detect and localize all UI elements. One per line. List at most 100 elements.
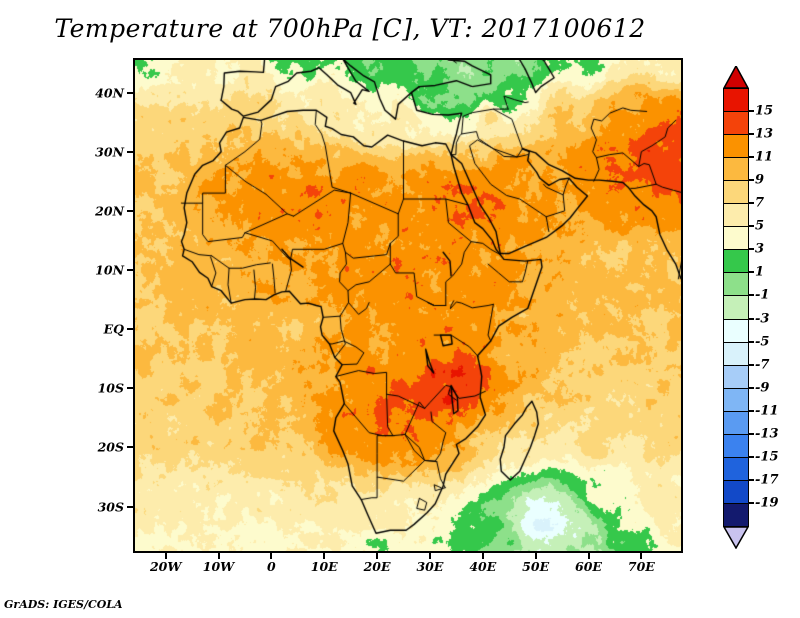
colorbar-label-13: 13 xyxy=(755,126,774,142)
colorbar-tick xyxy=(749,179,754,182)
colorbar-tick xyxy=(749,501,754,504)
latitude-label-20S: 20S xyxy=(97,439,124,455)
colorbar-label-5: 5 xyxy=(755,218,765,234)
latitude-axis: 40N 30N 20N 10N EQ 10S 20S 30S xyxy=(60,0,124,618)
longitude-tick xyxy=(587,553,590,559)
longitude-label-10E: 10E xyxy=(310,559,338,574)
colorbar-swatch xyxy=(723,479,749,504)
longitude-label-20E: 20E xyxy=(363,559,391,574)
longitude-tick xyxy=(217,553,220,559)
latitude-tick xyxy=(127,150,133,153)
colorbar-swatch xyxy=(723,456,749,481)
colorbar-tick xyxy=(749,455,754,458)
colorbar-swatch xyxy=(723,341,749,366)
colorbar: -19 -17 -15 -13 -11 -9 -7 -5 -3 -1 1 3 5 7 9 11 13 15 xyxy=(722,64,779,550)
latitude-tick xyxy=(127,209,133,212)
colorbar-label-neg5: -5 xyxy=(755,334,770,350)
colorbar-swatch xyxy=(723,111,749,136)
colorbar-swatch xyxy=(723,180,749,205)
latitude-label-30N: 30N xyxy=(95,144,124,160)
colorbar-tick xyxy=(749,225,754,228)
longitude-label-30E: 30E xyxy=(416,559,444,574)
colorbar-label-9: 9 xyxy=(755,172,765,188)
colorbar-tick xyxy=(749,478,754,481)
colorbar-tick xyxy=(749,133,754,136)
latitude-tick xyxy=(127,91,133,94)
colorbar-label-15: 15 xyxy=(755,103,774,119)
colorbar-tick xyxy=(749,271,754,274)
colorbar-label-neg17: -17 xyxy=(755,472,779,488)
colorbar-tick xyxy=(749,248,754,251)
colorbar-swatch xyxy=(723,226,749,251)
longitude-tick xyxy=(640,553,643,559)
colorbar-swatch xyxy=(723,364,749,389)
colorbar-tick xyxy=(749,202,754,205)
colorbar-label-neg19: -19 xyxy=(755,495,779,511)
colorbar-label-neg3: -3 xyxy=(755,311,770,327)
longitude-label-70E: 70E xyxy=(627,559,655,574)
colorbar-tick xyxy=(749,340,754,343)
longitude-label-10W: 10W xyxy=(202,559,235,574)
colorbar-swatch xyxy=(723,433,749,458)
latitude-label-40N: 40N xyxy=(95,85,124,101)
colorbar-swatch xyxy=(723,272,749,297)
colorbar-label-neg9: -9 xyxy=(755,380,770,396)
longitude-tick xyxy=(164,553,167,559)
latitude-label-30S: 30S xyxy=(97,499,124,515)
latitude-tick xyxy=(127,446,133,449)
longitude-label-0: 0 xyxy=(267,559,276,574)
latitude-label-10S: 10S xyxy=(97,380,124,396)
page-title: Temperature at 700hPa [C], VT: 201710061… xyxy=(54,14,646,43)
latitude-tick xyxy=(127,505,133,508)
colorbar-label-11: 11 xyxy=(755,149,774,165)
colorbar-swatch xyxy=(723,387,749,412)
longitude-tick xyxy=(534,553,537,559)
colorbar-tick xyxy=(749,409,754,412)
longitude-label-60E: 60E xyxy=(575,559,602,574)
temperature-field-canvas xyxy=(135,60,681,551)
colorbar-swatch xyxy=(723,88,749,113)
longitude-tick xyxy=(428,553,431,559)
longitude-tick xyxy=(323,553,326,559)
colorbar-label-neg15: -15 xyxy=(755,449,779,465)
longitude-label-50E: 50E xyxy=(522,559,550,574)
colorbar-tick xyxy=(749,386,754,389)
colorbar-swatch xyxy=(723,134,749,159)
colorbar-swatch xyxy=(723,203,749,228)
colorbar-swatch xyxy=(723,410,749,435)
colorbar-label-neg11: -11 xyxy=(755,403,779,419)
colorbar-tick xyxy=(749,110,754,113)
latitude-tick xyxy=(127,328,133,331)
colorbar-tick xyxy=(749,294,754,297)
latitude-label-10N: 10N xyxy=(95,262,124,278)
latitude-label-20N: 20N xyxy=(95,203,124,219)
colorbar-label-7: 7 xyxy=(755,195,765,211)
colorbar-label-1: 1 xyxy=(755,264,765,280)
colorbar-swatch xyxy=(723,157,749,182)
longitude-axis: 20W 10W 0 10E 20E 30E 40E 50E 60E 70E xyxy=(0,559,800,579)
colorbar-label-neg1: -1 xyxy=(755,287,770,303)
colorbar-label-neg7: -7 xyxy=(755,357,770,373)
colorbar-swatch xyxy=(723,295,749,320)
longitude-label-40E: 40E xyxy=(469,559,497,574)
temperature-map-plot xyxy=(133,58,683,553)
colorbar-tick xyxy=(749,156,754,159)
colorbar-label-neg13: -13 xyxy=(755,426,779,442)
latitude-tick xyxy=(127,269,133,271)
colorbar-tick xyxy=(749,432,754,435)
colorbar-tick xyxy=(749,363,754,366)
latitude-label-EQ: EQ xyxy=(103,321,124,337)
longitude-label-20W: 20W xyxy=(149,559,182,574)
longitude-tick xyxy=(270,553,273,559)
longitude-tick xyxy=(481,553,484,559)
colorbar-swatch xyxy=(723,318,749,343)
latitude-tick xyxy=(127,387,133,390)
colorbar-tick xyxy=(749,317,754,320)
footer-credit: GrADS: IGES/COLA xyxy=(4,598,123,611)
colorbar-arrow-under xyxy=(722,526,750,550)
longitude-tick xyxy=(376,553,379,559)
colorbar-label-3: 3 xyxy=(755,241,765,257)
colorbar-swatch xyxy=(723,249,749,274)
colorbar-swatch xyxy=(723,502,749,527)
colorbar-arrow-over xyxy=(722,64,750,89)
